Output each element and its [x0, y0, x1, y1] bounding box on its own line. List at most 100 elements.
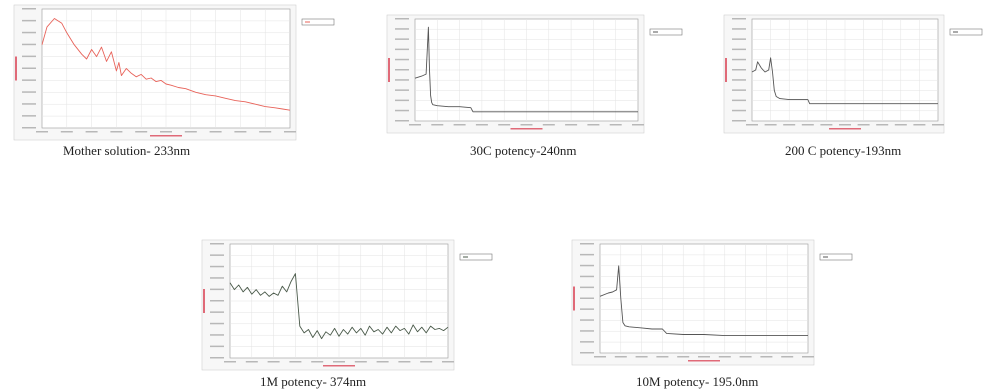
y-tick-label: [732, 38, 746, 40]
y-tick-label: [22, 103, 36, 105]
x-tick-label: [632, 124, 644, 126]
x-tick-label: [289, 361, 302, 363]
x-tick-label: [498, 124, 511, 126]
x-tick-label: [913, 124, 926, 126]
y-tick-label: [210, 322, 224, 325]
y-tick-label: [580, 341, 594, 343]
y-tick-label: [395, 18, 409, 20]
y-tick-label: [580, 319, 594, 321]
chart-panel-200c: [722, 14, 990, 134]
x-tick-label: [354, 361, 367, 363]
y-tick-label: [395, 58, 409, 61]
x-tick-label: [376, 361, 389, 363]
y-tick-label: [22, 91, 36, 93]
y-tick-label: [732, 69, 746, 71]
x-tick-label: [160, 131, 172, 133]
y-tick-label: [210, 345, 224, 348]
x-tick-label: [60, 131, 73, 133]
chart-svg-4: [201, 239, 493, 371]
y-tick-label: [210, 357, 224, 359]
y-tick-label: [732, 28, 746, 30]
x-tick-label: [245, 361, 258, 363]
y-axis-title: [388, 58, 390, 82]
y-tick-label: [395, 89, 409, 91]
y-tick-label: [210, 265, 224, 268]
y-tick-label: [580, 330, 594, 332]
chart-panel-1m: [200, 239, 500, 371]
y-tick-label: [395, 109, 409, 112]
x-tick-label: [894, 124, 907, 126]
y-tick-label: [22, 8, 36, 10]
x-tick-label: [565, 124, 578, 126]
x-tick-label: [284, 131, 296, 133]
y-tick-label: [210, 243, 224, 245]
legend-box: [819, 253, 853, 261]
x-tick-label: [876, 124, 889, 126]
y-tick-label: [22, 55, 36, 58]
chart-svg-5: [571, 239, 853, 366]
y-tick-label: [210, 277, 224, 279]
y-tick-label: [22, 43, 36, 46]
caption-200c: 200 C potency-193nm: [785, 143, 902, 158]
series-line: [414, 26, 638, 113]
caption-10m: 10M potency- 195.0nm: [636, 374, 759, 389]
y-tick-label: [210, 311, 224, 313]
x-tick-label: [209, 131, 222, 133]
x-axis-title: [829, 128, 861, 130]
y-tick-label: [580, 275, 594, 278]
x-tick-label: [431, 124, 444, 126]
y-tick-label: [22, 67, 36, 69]
series-line: [229, 273, 449, 340]
legend-box: [649, 28, 683, 36]
x-tick-label: [110, 131, 123, 133]
y-tick-label: [395, 28, 409, 30]
x-tick-label: [739, 356, 752, 358]
y-tick-label: [732, 18, 746, 20]
x-axis-title: [150, 135, 182, 137]
x-tick-label: [764, 124, 777, 126]
y-tick-label: [395, 99, 409, 102]
y-tick-label: [732, 58, 746, 61]
x-tick-label: [85, 131, 98, 133]
x-tick-label: [718, 356, 731, 358]
y-tick-label: [732, 79, 746, 81]
y-axis-title: [725, 58, 727, 82]
x-tick-label: [184, 131, 197, 133]
y-tick-label: [210, 300, 224, 302]
x-tick-label: [409, 124, 421, 126]
y-tick-label: [22, 127, 36, 129]
x-tick-label: [839, 124, 851, 126]
x-tick-label: [135, 131, 148, 133]
chart-svg-3: [723, 14, 983, 134]
y-tick-label: [395, 38, 409, 40]
x-tick-label: [857, 124, 870, 126]
y-tick-label: [22, 115, 36, 117]
x-tick-label: [475, 124, 488, 126]
chart-panel-10m: [570, 239, 860, 366]
chart-svg-1: [13, 4, 335, 141]
x-axis-title: [688, 360, 720, 362]
x-tick-label: [783, 124, 796, 126]
y-axis-title: [203, 289, 205, 313]
x-tick-label: [698, 356, 710, 358]
y-tick-label: [395, 120, 409, 122]
y-tick-label: [22, 31, 36, 34]
x-tick-label: [224, 361, 236, 363]
x-tick-label: [420, 361, 433, 363]
chart-panel-mother: [12, 4, 342, 141]
caption-1m: 1M potency- 374nm: [260, 374, 367, 389]
x-tick-label: [820, 124, 833, 126]
x-tick-label: [398, 361, 411, 363]
x-tick-label: [594, 356, 606, 358]
x-tick-label: [677, 356, 690, 358]
y-tick-label: [395, 48, 409, 51]
x-tick-label: [442, 361, 454, 363]
x-tick-label: [760, 356, 773, 358]
y-tick-label: [22, 79, 36, 81]
x-tick-label: [801, 124, 814, 126]
series-line: [599, 265, 808, 337]
x-tick-label: [542, 124, 555, 126]
x-tick-label: [587, 124, 600, 126]
x-tick-label: [36, 131, 48, 133]
y-axis-title: [15, 56, 17, 81]
